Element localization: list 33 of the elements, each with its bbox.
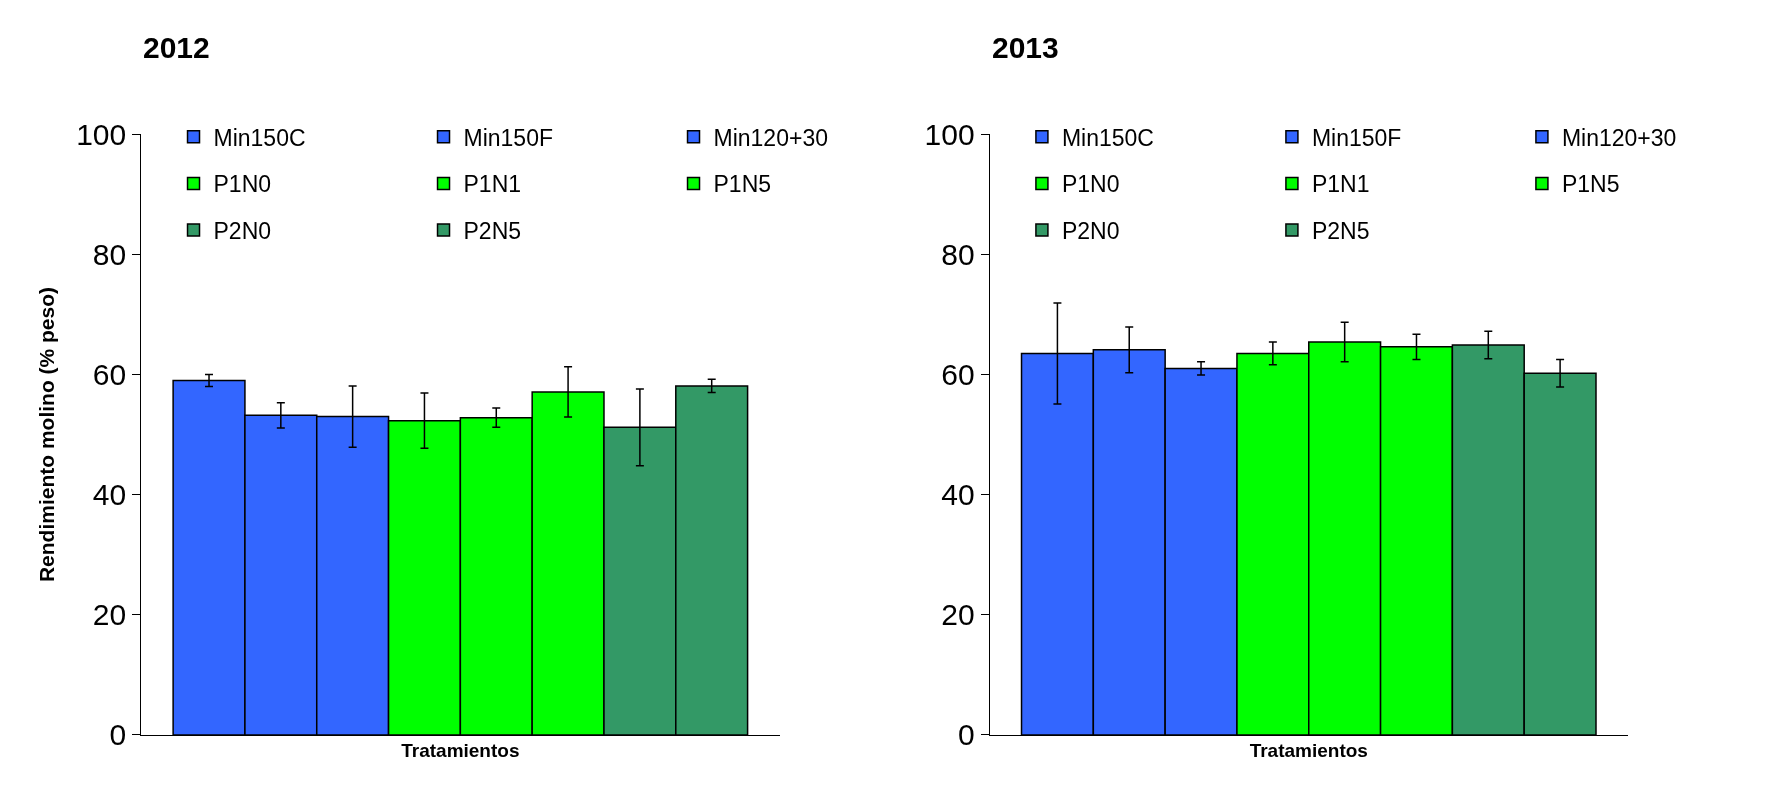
legend-label: P1N1 (1311, 171, 1370, 198)
legend-label: Min120+30 (1561, 124, 1677, 151)
legend-label: Min150F (463, 124, 553, 151)
legend-label: P1N0 (1061, 171, 1120, 198)
x-axis-title: Tratamientos (1249, 739, 1368, 761)
legend-label: P2N5 (1311, 217, 1370, 244)
y-tick-label: 20 (92, 598, 127, 632)
legend-label: P1N0 (213, 171, 272, 198)
legend-label: P1N1 (463, 171, 522, 198)
y-tick-label: 80 (941, 237, 975, 271)
y-tick-label: 80 (92, 237, 127, 271)
legend-label: P2N0 (213, 217, 272, 244)
y-tick-label: 20 (941, 598, 975, 632)
legend-label: P2N0 (1061, 217, 1120, 244)
y-tick-label: 60 (941, 357, 975, 391)
y-tick-label: 0 (109, 718, 127, 752)
x-axis-title: Tratamientos (401, 739, 520, 761)
y-tick-label: 100 (76, 117, 127, 151)
y-tick-label: 100 (924, 117, 975, 151)
y-tick-label: 40 (941, 478, 975, 512)
legend-label: Min150C (213, 124, 306, 151)
y-tick-label: 40 (92, 478, 127, 512)
legend-label: P1N5 (1561, 171, 1620, 198)
legend-label: P1N5 (713, 171, 772, 198)
legend-label: Min150F (1311, 124, 1402, 151)
legend-label: P2N5 (463, 217, 522, 244)
y-tick-label: 60 (92, 357, 127, 391)
y-tick-label: 0 (957, 718, 975, 752)
chart-title: 2012 (143, 31, 210, 64)
y-axis-title: Rendimiento molino (% peso) (35, 286, 59, 583)
legend-label: Min150C (1061, 124, 1154, 151)
chart-title: 2013 (992, 31, 1059, 64)
legend-label: Min120+30 (713, 124, 828, 151)
